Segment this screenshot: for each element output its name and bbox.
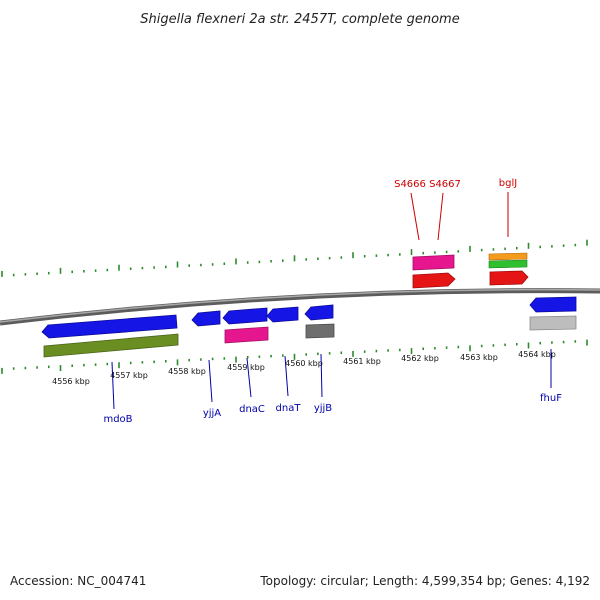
gene-fhuF[interactable] bbox=[529, 296, 577, 313]
label-dnaC[interactable]: dnaC bbox=[239, 404, 265, 415]
label-S4666[interactable]: S4666 bbox=[394, 179, 426, 190]
label-yjjA[interactable]: yjjA bbox=[203, 408, 221, 419]
feature-bglJ-green[interactable] bbox=[488, 259, 528, 269]
feature-bglJ-orange[interactable] bbox=[488, 252, 528, 261]
outer-tick-row bbox=[1, 239, 588, 277]
feature-yjjB-cds[interactable] bbox=[305, 323, 335, 339]
gene-yjjB[interactable] bbox=[304, 304, 334, 321]
leader-dnaC bbox=[246, 357, 252, 398]
scale-label-4564: 4564 kbp bbox=[518, 350, 556, 359]
label-fhuF[interactable]: fhuF bbox=[540, 393, 562, 404]
scale-label-4561: 4561 kbp bbox=[343, 357, 381, 366]
topology-text: Topology: circular; Length: 4,599,354 bp… bbox=[259, 574, 590, 588]
gene-dnaT[interactable] bbox=[266, 306, 299, 323]
feature-S4666-cds[interactable] bbox=[412, 254, 455, 271]
leader-S4667 bbox=[437, 192, 444, 241]
scale-label-4558: 4558 kbp bbox=[168, 367, 206, 376]
scale-label-4563: 4563 kbp bbox=[460, 353, 498, 362]
gene-mdoB[interactable] bbox=[41, 314, 178, 339]
genome-backbone-highlight bbox=[0, 288, 600, 323]
label-S4667[interactable]: S4667 bbox=[429, 179, 461, 190]
leader-mdoB bbox=[111, 361, 115, 410]
leader-yjjB bbox=[320, 353, 323, 398]
gene-S4666[interactable] bbox=[412, 272, 456, 289]
feature-dnaC-cds[interactable] bbox=[224, 326, 269, 344]
inner-tick-row bbox=[1, 339, 588, 374]
leader-lines bbox=[111, 192, 552, 410]
label-mdoB[interactable]: mdoB bbox=[103, 414, 132, 425]
scale-label-4560: 4560 kbp bbox=[285, 359, 323, 368]
label-bglJ[interactable]: bglJ bbox=[499, 178, 517, 189]
accession-text: Accession: NC_004741 bbox=[10, 574, 146, 588]
gene-dnaC[interactable] bbox=[222, 307, 268, 325]
scale-label-4562: 4562 kbp bbox=[401, 354, 439, 363]
scale-label-4557: 4557 kbp bbox=[110, 371, 148, 380]
label-dnaT[interactable]: dnaT bbox=[276, 403, 302, 414]
feature-fhuF-cds[interactable] bbox=[529, 315, 577, 331]
feature-mdoB-cds[interactable] bbox=[43, 333, 179, 358]
genome-backbone bbox=[0, 288, 600, 326]
scale-label-4556: 4556 kbp bbox=[52, 377, 90, 386]
leader-dnaT bbox=[284, 355, 289, 397]
scale-label-4559: 4559 kbp bbox=[227, 363, 265, 372]
gene-bglJ[interactable] bbox=[489, 270, 529, 286]
gene-yjjA[interactable] bbox=[191, 310, 221, 327]
map-title: Shigella flexneri 2a str. 2457T, complet… bbox=[140, 12, 459, 27]
leader-S4666 bbox=[410, 192, 420, 241]
leader-yjjA bbox=[208, 359, 213, 403]
label-yjjB[interactable]: yjjB bbox=[314, 403, 332, 414]
